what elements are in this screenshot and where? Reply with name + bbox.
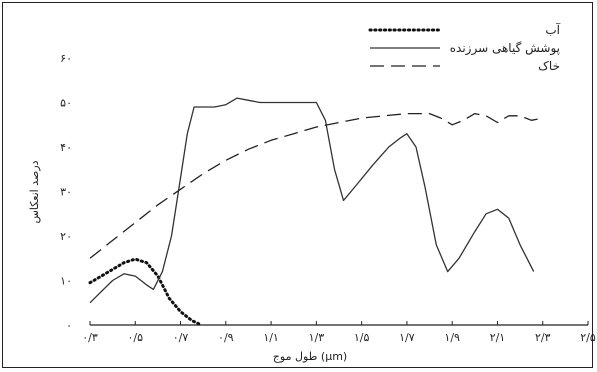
x-tick-label: ۰/۵ [128,331,144,344]
x-tick-label: ۰/۹ [218,331,234,344]
y-axis-title: درصد انعکاس [28,160,41,223]
y-tick-label: ۰ [66,319,72,332]
y-tick-label: ۶۰ [60,52,72,65]
x-tick-label: ۱/۹ [444,331,460,344]
x-tick-label: ۰/۷ [173,331,189,344]
x-tick-label: ۱/۱ [263,331,279,344]
y-tick-label: ۱۰ [60,275,72,288]
series-layer [88,97,543,326]
legend-label: آب [545,22,560,37]
y-tick-label: ۳۰ [60,186,72,199]
axes: ۰/۳ ۰/۵ ۰/۷ ۰/۹ ۱/۱ ۱/۳ ۱/۵ ۱/۷ ۱/۹ ۲/۱ ۲/۳ ۲/۵ ۰ ۱۰ ۲… [60,52,596,344]
legend-label: خاک [538,59,560,73]
x-tick-label: ۱/۵ [354,331,370,344]
x-tick-label: ۱/۷ [399,331,415,344]
chart-frame [2,2,593,368]
x-tick-label: ۲/۱ [490,331,506,344]
y-tick-label: ۲۰ [60,230,72,243]
x-tick-label: ۰/۳ [82,331,98,344]
series-line-solid [89,97,535,304]
legend-label: پوشش گیاهی سرزنده [450,41,560,56]
series-line-dashed [89,112,543,259]
legend: آب پوشش گیاهی سرزنده خاک [368,22,561,73]
y-tick-label: ۴۰ [60,141,72,154]
series-line-dotted [88,257,201,326]
x-tick-label: ۲/۳ [535,331,551,344]
x-tick-label: ۱/۳ [309,331,325,344]
y-tick-label: ۵۰ [60,97,72,110]
x-tick-label: ۲/۵ [580,331,596,344]
x-axis-title: طول موج (μm) [273,350,347,363]
